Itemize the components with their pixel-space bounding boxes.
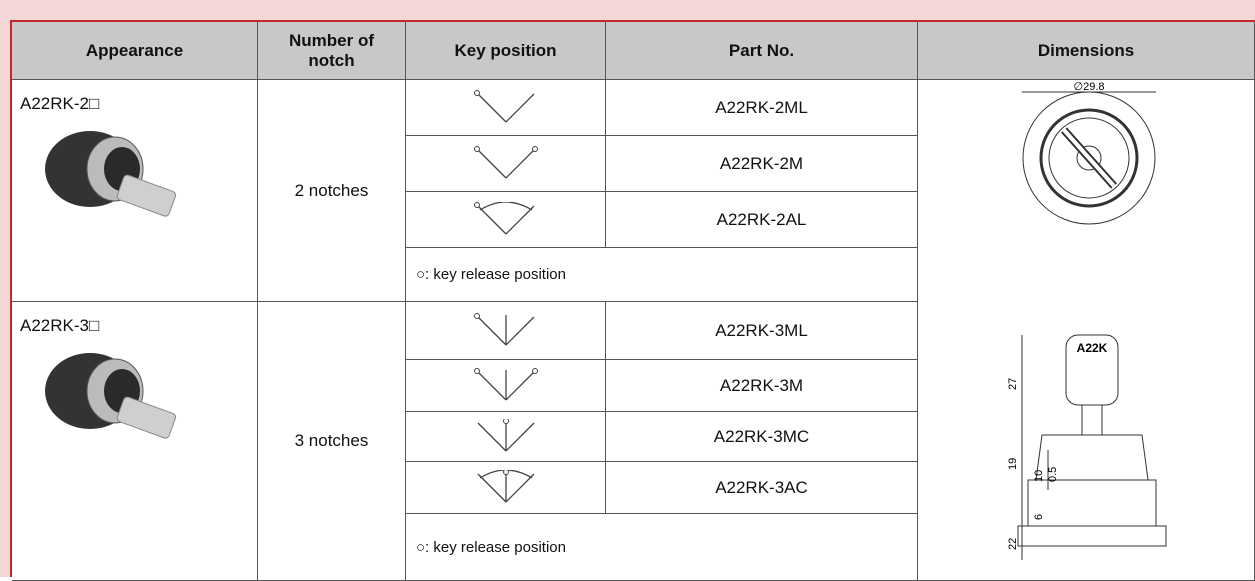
- dimension-drawing: ∅29.8 A22K 27 19 10 0.5 22 6: [1007, 81, 1167, 560]
- dimension-label: 6: [1033, 514, 1045, 520]
- part-no-cell-text: A22RK-2AL: [716, 209, 807, 229]
- part-no-cell-text: A22RK-3AC: [715, 477, 808, 497]
- notch-cell: 3 notches: [258, 302, 406, 581]
- notch-cell-text: 2 notches: [294, 180, 369, 200]
- part-no-cell-text: A22RK-3ML: [715, 320, 808, 340]
- key-position-cell: [406, 360, 606, 412]
- key-position-icon: [477, 418, 534, 451]
- note-cell-text: ○: key release position: [416, 538, 566, 556]
- notch-cell-text: 3 notches: [294, 431, 369, 450]
- dimension-label: 19: [1007, 458, 1019, 470]
- key-position-cell: [406, 412, 606, 462]
- part-no-cell-text: A22RK-2M: [719, 153, 804, 173]
- product-photo: [45, 131, 177, 217]
- header-cell: Key position: [406, 22, 606, 80]
- dimension-label: ∅29.8: [1074, 81, 1105, 93]
- appearance-cell-text: A22RK-2□: [20, 94, 100, 113]
- key-position-icon: [477, 469, 534, 502]
- key-position-icon: [473, 89, 534, 122]
- key-position-cell: [406, 136, 606, 192]
- header-cell: Dimensions: [918, 22, 1255, 80]
- part-no-cell: A22RK-3M: [606, 360, 918, 412]
- header-cell-text: Number of notch: [289, 30, 374, 70]
- part-no-cell-text: A22RK-3MC: [713, 426, 810, 446]
- appearance-cell: A22RK-3□: [12, 302, 258, 581]
- part-no-cell-text: A22RK-3M: [719, 375, 804, 395]
- header-cell: Number of notch: [258, 22, 406, 80]
- appearance-cell-text: A22RK-3□: [20, 316, 100, 335]
- part-no-cell: A22RK-3ML: [606, 302, 918, 360]
- key-position-icon: [473, 312, 534, 345]
- product-photo: [45, 353, 177, 439]
- key-position-icon: [473, 367, 538, 400]
- header-cell: Part No.: [606, 22, 918, 80]
- part-no-cell: A22RK-2AL: [606, 192, 918, 248]
- key-logo: A22K: [1077, 341, 1108, 355]
- dimension-label: 22: [1007, 538, 1019, 550]
- key-position-cell: [406, 80, 606, 136]
- part-no-cell: A22RK-3AC: [606, 462, 918, 514]
- spec-table: Appearance Number of notch Key position Par…: [10, 20, 1255, 581]
- dimensions-cell: ∅29.8 A22K 27 19 10 0.5 22 6: [918, 80, 1255, 581]
- note-cell: ○: key release position: [406, 514, 918, 581]
- header-cell-text: Key position: [454, 40, 557, 60]
- key-position-icon: [473, 201, 534, 234]
- notch-cell: 2 notches: [258, 80, 406, 302]
- key-position-cell: [406, 462, 606, 514]
- appearance-cell: A22RK-2□: [12, 80, 258, 302]
- header-cell: Appearance: [12, 22, 258, 80]
- part-no-cell: A22RK-3MC: [606, 412, 918, 462]
- dimension-label: 10: [1033, 470, 1045, 482]
- note-cell: ○: key release position: [406, 248, 918, 302]
- header-cell-text: Dimensions: [1037, 40, 1135, 60]
- part-no-cell: A22RK-2ML: [606, 80, 918, 136]
- header-cell-text: Appearance: [85, 40, 184, 60]
- part-no-cell: A22RK-2M: [606, 136, 918, 192]
- dimension-label: 27: [1007, 378, 1019, 390]
- key-position-icon: [473, 145, 538, 178]
- dimension-label: 0.5: [1047, 467, 1059, 482]
- key-position-cell: [406, 302, 606, 360]
- note-cell-text: ○: key release position: [416, 266, 566, 283]
- key-position-cell: [406, 192, 606, 248]
- header-cell-text: Part No.: [728, 40, 795, 60]
- part-no-cell-text: A22RK-2ML: [715, 97, 808, 117]
